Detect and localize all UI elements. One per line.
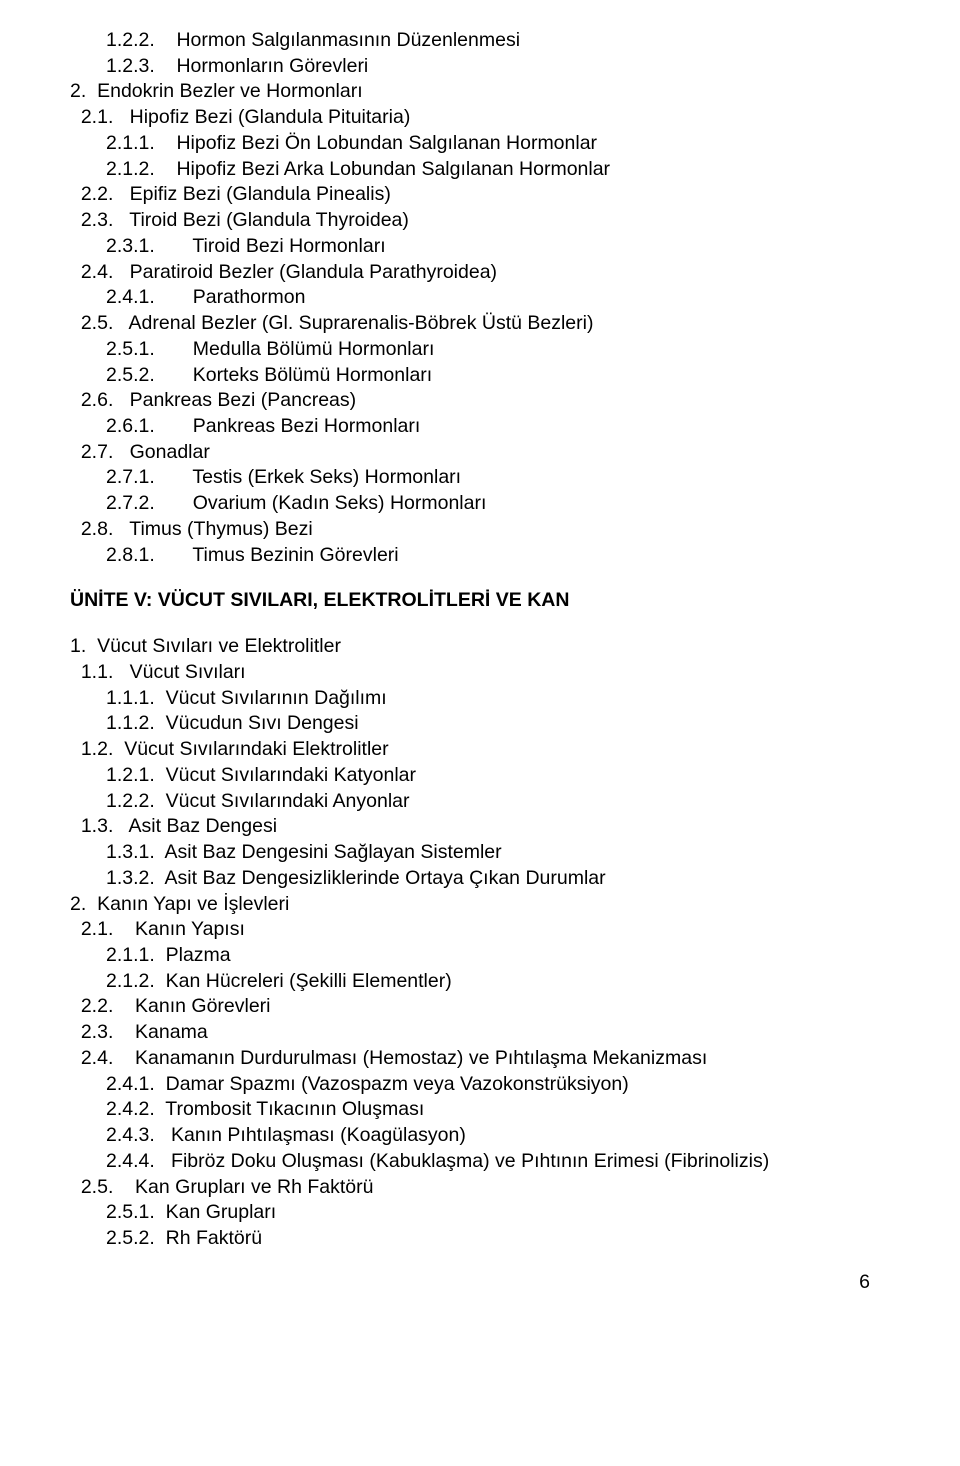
outline-line: 1.2.1. Vücut Sıvılarındaki Katyonlar bbox=[70, 763, 890, 789]
outline-line: 1.2.2. Vücut Sıvılarındaki Anyonlar bbox=[70, 789, 890, 815]
outline-line: 2.8. Timus (Thymus) Bezi bbox=[70, 517, 890, 543]
outline-content: 1.2.2. Hormon Salgılanmasının Düzenlenme… bbox=[70, 28, 890, 1252]
outline-line: 2.7. Gonadlar bbox=[70, 440, 890, 466]
outline-line: 2.4.4. Fibröz Doku Oluşması (Kabuklaşma)… bbox=[70, 1149, 890, 1175]
outline-line: 2.5. Adrenal Bezler (Gl. Suprarenalis-Bö… bbox=[70, 311, 890, 337]
outline-line: 1.2. Vücut Sıvılarındaki Elektrolitler bbox=[70, 737, 890, 763]
outline-line: 2.5.2. Korteks Bölümü Hormonları bbox=[70, 363, 890, 389]
outline-line: 2.6.1. Pankreas Bezi Hormonları bbox=[70, 414, 890, 440]
outline-line: 1.1.1. Vücut Sıvılarının Dağılımı bbox=[70, 686, 890, 712]
outline-line: 2.7.1. Testis (Erkek Seks) Hormonları bbox=[70, 465, 890, 491]
outline-line: 2.3. Kanama bbox=[70, 1020, 890, 1046]
outline-line: 2.5.1. Medulla Bölümü Hormonları bbox=[70, 337, 890, 363]
outline-line: 1.3. Asit Baz Dengesi bbox=[70, 814, 890, 840]
outline-line: 2.5.1. Kan Grupları bbox=[70, 1200, 890, 1226]
outline-line: 2.1. Kanın Yapısı bbox=[70, 917, 890, 943]
outline-line: 2.1. Hipofiz Bezi (Glandula Pituitaria) bbox=[70, 105, 890, 131]
outline-line: 2.8.1. Timus Bezinin Görevleri bbox=[70, 543, 890, 569]
outline-line: 2.1.1. Hipofiz Bezi Ön Lobundan Salgılan… bbox=[70, 131, 890, 157]
outline-line: 2.1.2. Hipofiz Bezi Arka Lobundan Salgıl… bbox=[70, 157, 890, 183]
outline-line: 2.3. Tiroid Bezi (Glandula Thyroidea) bbox=[70, 208, 890, 234]
blank-line bbox=[70, 568, 890, 588]
outline-line: 2.4. Kanamanın Durdurulması (Hemostaz) v… bbox=[70, 1046, 890, 1072]
outline-line: 2.6. Pankreas Bezi (Pancreas) bbox=[70, 388, 890, 414]
outline-line: 2.4.1. Damar Spazmı (Vazospazm veya Vazo… bbox=[70, 1072, 890, 1098]
outline-line: 2.1.2. Kan Hücreleri (Şekilli Elementler… bbox=[70, 969, 890, 995]
outline-line: 2.4. Paratiroid Bezler (Glandula Parathy… bbox=[70, 260, 890, 286]
outline-line: 2. Endokrin Bezler ve Hormonları bbox=[70, 79, 890, 105]
outline-line: 2.4.2. Trombosit Tıkacının Oluşması bbox=[70, 1097, 890, 1123]
page-number: 6 bbox=[70, 1270, 890, 1296]
outline-line: 2.5. Kan Grupları ve Rh Faktörü bbox=[70, 1175, 890, 1201]
outline-line: 1.2.2. Hormon Salgılanmasının Düzenlenme… bbox=[70, 28, 890, 54]
outline-line: 2.7.2. Ovarium (Kadın Seks) Hormonları bbox=[70, 491, 890, 517]
outline-line: 2.2. Epifiz Bezi (Glandula Pinealis) bbox=[70, 182, 890, 208]
outline-line: 2.3.1. Tiroid Bezi Hormonları bbox=[70, 234, 890, 260]
outline-line: 1.1. Vücut Sıvıları bbox=[70, 660, 890, 686]
outline-line: 2.4.1. Parathormon bbox=[70, 285, 890, 311]
blank-line bbox=[70, 614, 890, 634]
section-heading: ÜNİTE V: VÜCUT SIVILARI, ELEKTROLİTLERİ … bbox=[70, 588, 890, 614]
outline-line: 2.2. Kanın Görevleri bbox=[70, 994, 890, 1020]
outline-line: 1.1.2. Vücudun Sıvı Dengesi bbox=[70, 711, 890, 737]
document-page: 1.2.2. Hormon Salgılanmasının Düzenlenme… bbox=[0, 0, 960, 1336]
outline-line: 2.1.1. Plazma bbox=[70, 943, 890, 969]
outline-line: 2. Kanın Yapı ve İşlevleri bbox=[70, 892, 890, 918]
outline-line: 1. Vücut Sıvıları ve Elektrolitler bbox=[70, 634, 890, 660]
outline-line: 2.5.2. Rh Faktörü bbox=[70, 1226, 890, 1252]
outline-line: 1.3.2. Asit Baz Dengesizliklerinde Ortay… bbox=[70, 866, 890, 892]
outline-line: 1.3.1. Asit Baz Dengesini Sağlayan Siste… bbox=[70, 840, 890, 866]
outline-line: 2.4.3. Kanın Pıhtılaşması (Koagülasyon) bbox=[70, 1123, 890, 1149]
outline-line: 1.2.3. Hormonların Görevleri bbox=[70, 54, 890, 80]
